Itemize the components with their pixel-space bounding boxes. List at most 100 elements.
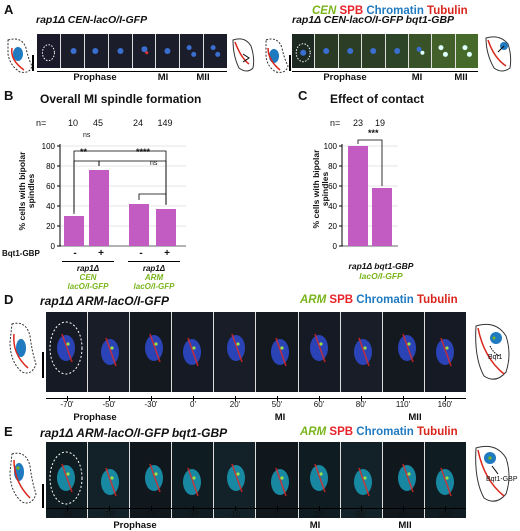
time-label: 20' [313, 510, 325, 519]
lacO-dot [363, 346, 367, 350]
chart-effect-of-contact: 020406080100CENARM [324, 139, 398, 251]
time-label: 100' [437, 510, 453, 519]
time-label: 20' [229, 400, 241, 409]
spindle [149, 463, 161, 493]
n-value: 19 [374, 118, 385, 128]
lacO-dot [192, 346, 196, 350]
lacO-dot [445, 476, 449, 480]
time-label: 0' [190, 400, 196, 409]
time-frame [88, 312, 131, 392]
timeline-a-left [37, 71, 227, 72]
stage-prophase: Prophase [73, 72, 117, 83]
cell-cartoon-a-far-right [485, 36, 512, 72]
scale-bar-a-right [289, 55, 291, 71]
lacO-dot [280, 346, 285, 350]
cell-cartoon-d-left [9, 322, 37, 374]
time-label: -30' [186, 510, 200, 519]
y-tick-label: 80 [46, 162, 55, 171]
sig-ns-top: ns [83, 132, 91, 139]
chromatin [101, 469, 120, 495]
chromatin [183, 339, 202, 365]
group-divider [128, 261, 180, 262]
time-frame [256, 312, 299, 392]
panel-e-strain: rap1Δ ARM-lacO/I-GFP bqt1-GBP [40, 426, 228, 440]
spindle [275, 337, 288, 367]
time-frame [340, 442, 383, 518]
time-label: -70' [102, 510, 116, 519]
scale-bar-d [42, 352, 44, 378]
cell-image [397, 463, 416, 493]
sign: + [98, 248, 104, 259]
time-label: -70' [60, 400, 74, 409]
y-tick-label: 40 [46, 202, 55, 211]
bracket-ns-right [138, 193, 167, 205]
time-label: 80' [397, 510, 409, 519]
chromatin [101, 339, 120, 365]
time-frame [382, 312, 425, 392]
cell-image [227, 463, 246, 493]
chromatin [309, 465, 328, 491]
time-label: 60' [355, 510, 367, 519]
time-tick [67, 396, 68, 401]
time-frame [256, 442, 299, 518]
frame [338, 34, 363, 68]
group2-line1: rap1Δ [142, 264, 166, 273]
time-label: 0' [274, 510, 280, 519]
bqt-label: Bqt1-GBP [2, 249, 40, 258]
frame [315, 34, 339, 68]
frame [156, 34, 181, 68]
spindle [105, 337, 117, 367]
spindle [357, 467, 370, 497]
panel-a-legend: CEN SPB Chromatin Tubulin [312, 5, 468, 17]
time-frame [214, 442, 257, 518]
n-value: 149 [157, 118, 173, 128]
spindle [105, 467, 117, 497]
legend-cen: CEN [312, 5, 337, 17]
chromatin [271, 469, 290, 495]
time-frame [172, 442, 215, 518]
chromatin [435, 469, 454, 495]
cell-cartoon-e-right [475, 445, 510, 502]
time-label: -80' [60, 510, 74, 519]
stage-mii: MII [398, 520, 412, 531]
time-tick [277, 506, 278, 511]
panel-c-label: C [298, 88, 308, 103]
time-frame [298, 312, 341, 392]
time-tick [67, 506, 68, 511]
spindle [275, 467, 288, 497]
spindle [231, 463, 244, 493]
scale-bar-e [42, 484, 44, 508]
frame [432, 34, 456, 68]
frame [362, 34, 386, 68]
time-tick [193, 396, 194, 401]
legend-spb: SPB [329, 294, 354, 306]
legend-chromatin: Chromatin [366, 5, 424, 17]
spindle [61, 463, 73, 493]
spindle [401, 333, 414, 363]
spindle [231, 333, 244, 363]
time-tick [403, 396, 404, 401]
cell-image [145, 333, 164, 363]
cell-image [145, 463, 164, 493]
stage-mi: MI [309, 520, 321, 531]
y-tick-label: 80 [328, 162, 337, 171]
group1-line3: lacO/I-GFP [67, 282, 109, 291]
time-tick [151, 506, 152, 511]
lacO-dot [236, 472, 240, 476]
time-frame [424, 442, 466, 518]
cell-cartoon-a-right [265, 38, 289, 73]
timeline-e [46, 508, 466, 509]
cell-image [435, 467, 454, 497]
scale-bar-a [32, 55, 34, 71]
n-value: 23 [352, 118, 363, 128]
cell-image [227, 333, 246, 363]
lacO-dot [110, 346, 114, 350]
panel-a-label: A [4, 2, 14, 17]
timeline-d [46, 398, 466, 399]
lacO-dot [280, 476, 285, 480]
panel-b-label: B [4, 88, 14, 103]
stage-mii: MII [408, 412, 422, 423]
cell-image [353, 467, 372, 497]
spindle [357, 337, 370, 367]
bqt1-gbp-cartoon-label: Bqt1-GBP [486, 476, 518, 483]
